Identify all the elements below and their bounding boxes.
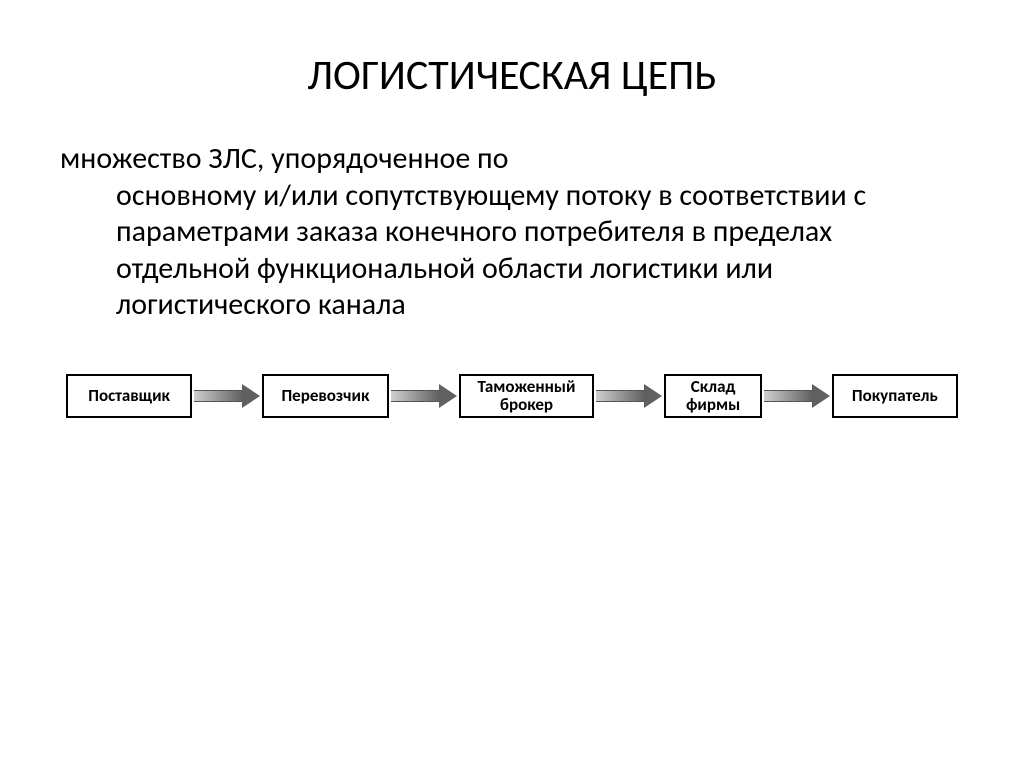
flow-node-n5: Покупатель xyxy=(832,374,958,418)
flow-arrow xyxy=(764,384,830,408)
flow-arrow xyxy=(391,384,457,408)
arrow-shaft xyxy=(194,390,242,402)
arrow-shaft xyxy=(391,390,439,402)
flow-node-n4: Склад фирмы xyxy=(664,374,761,418)
flow-arrow xyxy=(596,384,662,408)
flow-node-n1: Поставщик xyxy=(66,374,192,418)
definition-paragraph: множество ЗЛС, упорядоченное по основном… xyxy=(60,141,964,324)
page-title: ЛОГИСТИЧЕСКАЯ ЦЕПЬ xyxy=(60,50,964,101)
flow-node-n2: Перевозчик xyxy=(262,374,388,418)
arrow-head-icon xyxy=(812,384,830,408)
arrow-shaft xyxy=(596,390,644,402)
arrow-head-icon xyxy=(644,384,662,408)
arrow-head-icon xyxy=(242,384,260,408)
definition-rest: основному и/или сопутствующему потоку в … xyxy=(60,178,964,324)
flowchart: Поставщик Перевозчик Таможенный брокер Скла… xyxy=(60,374,964,418)
arrow-head-icon xyxy=(439,384,457,408)
definition-first-line: множество ЗЛС, упорядоченное по xyxy=(60,141,964,178)
slide: ЛОГИСТИЧЕСКАЯ ЦЕПЬ множество ЗЛС, упоряд… xyxy=(0,0,1024,767)
arrow-shaft xyxy=(764,390,812,402)
flow-node-n3: Таможенный брокер xyxy=(459,374,595,418)
flow-arrow xyxy=(194,384,260,408)
